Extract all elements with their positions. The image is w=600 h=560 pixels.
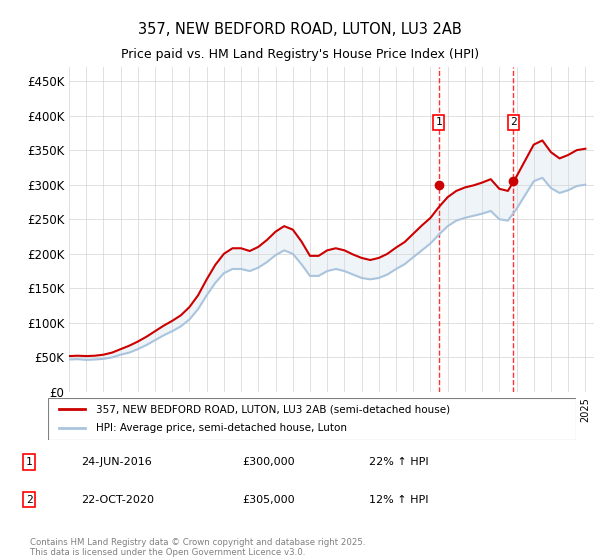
Text: Contains HM Land Registry data © Crown copyright and database right 2025.
This d: Contains HM Land Registry data © Crown c… [30,538,365,557]
Text: 357, NEW BEDFORD ROAD, LUTON, LU3 2AB: 357, NEW BEDFORD ROAD, LUTON, LU3 2AB [138,22,462,38]
FancyBboxPatch shape [48,398,576,440]
Text: 22% ↑ HPI: 22% ↑ HPI [369,457,429,467]
Text: 1: 1 [26,457,32,467]
Text: £300,000: £300,000 [242,457,295,467]
Text: 2: 2 [510,118,517,128]
Text: 24-JUN-2016: 24-JUN-2016 [81,457,152,467]
Text: 2: 2 [26,494,32,505]
Text: 357, NEW BEDFORD ROAD, LUTON, LU3 2AB (semi-detached house): 357, NEW BEDFORD ROAD, LUTON, LU3 2AB (s… [95,404,449,414]
Text: HPI: Average price, semi-detached house, Luton: HPI: Average price, semi-detached house,… [95,423,347,433]
Text: 1: 1 [436,118,442,128]
Text: Price paid vs. HM Land Registry's House Price Index (HPI): Price paid vs. HM Land Registry's House … [121,48,479,60]
Text: £305,000: £305,000 [242,494,295,505]
Text: 12% ↑ HPI: 12% ↑ HPI [369,494,428,505]
Text: 22-OCT-2020: 22-OCT-2020 [81,494,154,505]
